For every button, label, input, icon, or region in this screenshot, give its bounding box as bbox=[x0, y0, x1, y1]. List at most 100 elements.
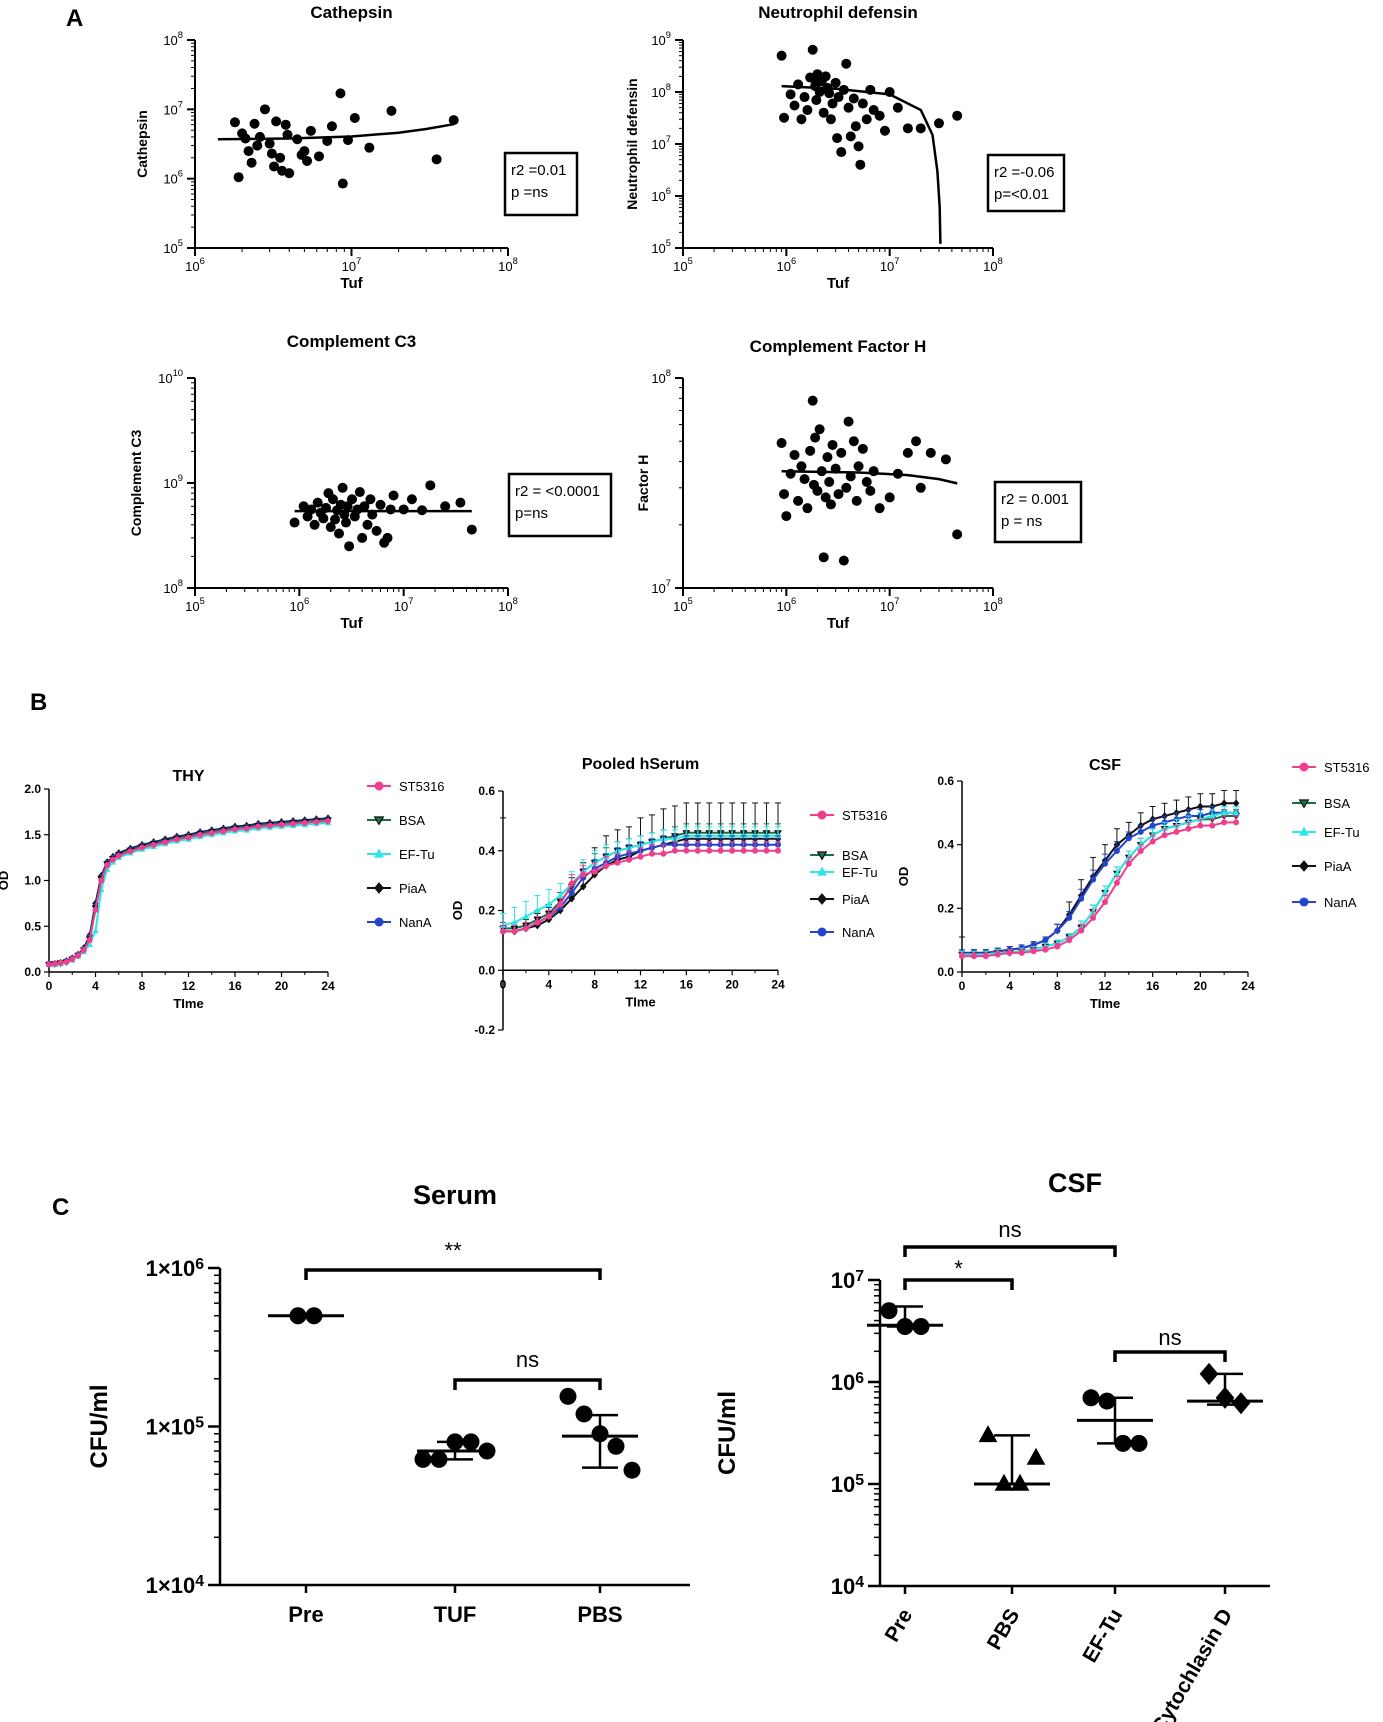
data-point bbox=[1161, 832, 1168, 839]
data-point bbox=[820, 492, 831, 503]
data-point bbox=[1078, 895, 1085, 902]
y-tick-label: 0.6 bbox=[478, 784, 495, 798]
data-point bbox=[853, 141, 864, 152]
data-point bbox=[850, 121, 861, 132]
data-point bbox=[448, 115, 459, 126]
data-point bbox=[337, 482, 348, 493]
bracket-line bbox=[304, 1268, 602, 1280]
data-point bbox=[811, 95, 822, 106]
y-tick-label: 0.0 bbox=[478, 963, 495, 977]
data-point bbox=[337, 178, 348, 189]
significance-label: ns bbox=[516, 1347, 539, 1372]
legend-label: PiaA bbox=[399, 881, 427, 896]
legend-item-BSA: BSA bbox=[1292, 796, 1350, 811]
series-line bbox=[962, 815, 1237, 956]
data-point bbox=[825, 114, 836, 125]
y-tick-label: 1010 bbox=[158, 368, 183, 386]
legend-label: BSA bbox=[1324, 796, 1350, 811]
data-point bbox=[86, 936, 93, 943]
x-axis-label: TIme bbox=[1090, 996, 1120, 1011]
data-point bbox=[838, 555, 849, 566]
data-point bbox=[440, 501, 451, 512]
data-point bbox=[1161, 825, 1168, 832]
legend-item-ST5316: ST5316 bbox=[810, 808, 888, 823]
data-point bbox=[1197, 802, 1204, 811]
data-point bbox=[705, 832, 713, 839]
group-Pre bbox=[867, 1302, 943, 1336]
x-axis-label: Tuf bbox=[827, 275, 850, 292]
data-point bbox=[902, 123, 913, 134]
data-point bbox=[740, 847, 747, 854]
legend-item-PiaA: PiaA bbox=[810, 892, 870, 907]
data-point bbox=[266, 822, 273, 829]
data-point bbox=[820, 71, 831, 82]
y-axis-label: OD bbox=[0, 871, 11, 891]
data-point bbox=[814, 424, 825, 435]
data-point bbox=[982, 953, 989, 960]
data-point bbox=[789, 100, 800, 111]
data-point bbox=[1054, 927, 1061, 934]
data-point bbox=[232, 826, 238, 833]
legend-item-BSA: BSA bbox=[367, 813, 425, 828]
data-point bbox=[1125, 860, 1132, 867]
data-point bbox=[775, 847, 781, 854]
data-point bbox=[1066, 937, 1073, 944]
chart-title: Neutrophil defensin bbox=[758, 3, 918, 22]
legend-marker bbox=[374, 848, 384, 858]
legend-item-EF-Tu: EF-Tu bbox=[367, 847, 435, 862]
x-tick-label: 107 bbox=[394, 596, 414, 614]
x-axis-label: TIme bbox=[625, 994, 655, 1009]
data-point bbox=[1209, 822, 1216, 829]
data-point bbox=[845, 471, 856, 482]
data-point bbox=[1030, 948, 1037, 955]
data-point bbox=[793, 495, 804, 506]
panel-label-b: B bbox=[30, 689, 47, 716]
data-point bbox=[799, 92, 810, 103]
x-tick-label: 106 bbox=[289, 596, 309, 614]
data-point bbox=[375, 499, 386, 510]
data-point bbox=[729, 847, 736, 854]
data-point bbox=[330, 514, 341, 525]
bracket-line bbox=[453, 1378, 602, 1390]
data-point bbox=[603, 862, 610, 869]
legend-label: ST5316 bbox=[1324, 760, 1370, 775]
data-point bbox=[63, 958, 70, 965]
x-tick-label: 24 bbox=[1241, 979, 1255, 993]
data-point bbox=[197, 831, 204, 838]
data-point bbox=[278, 821, 285, 828]
data-point bbox=[874, 503, 885, 514]
data-point bbox=[1173, 821, 1180, 828]
data-point bbox=[249, 118, 260, 129]
x-tick-label: 105 bbox=[673, 256, 693, 274]
data-point bbox=[1082, 1389, 1100, 1407]
data-point bbox=[818, 107, 829, 118]
data-point bbox=[952, 110, 963, 121]
data-point bbox=[1089, 907, 1097, 914]
data-point bbox=[822, 452, 833, 463]
data-point bbox=[1018, 949, 1025, 956]
data-point bbox=[325, 818, 331, 825]
data-point bbox=[139, 844, 145, 851]
legend-label: NanA bbox=[399, 915, 432, 930]
bracket-line bbox=[1113, 1350, 1227, 1362]
stats-r2: r2 = 0.001 bbox=[1001, 491, 1069, 508]
chart-c1: Serum 1×104 1×105 1×106 CFU/ml Pre TUF PBS ** ns bbox=[86, 1180, 690, 1627]
y-tick-label: 0.6 bbox=[937, 774, 954, 788]
data-point bbox=[1098, 1392, 1116, 1410]
data-point bbox=[511, 918, 518, 925]
legend-item-BSA: BSA bbox=[810, 848, 868, 863]
data-point bbox=[1026, 1447, 1046, 1465]
data-point bbox=[1197, 815, 1204, 822]
significance-label: ns bbox=[998, 1217, 1021, 1242]
data-point bbox=[845, 131, 856, 142]
data-point bbox=[382, 532, 393, 543]
x-tick-label: 20 bbox=[725, 977, 739, 991]
significance-bracket: ** bbox=[304, 1238, 602, 1280]
data-point bbox=[833, 92, 844, 103]
data-point bbox=[779, 489, 790, 500]
data-point bbox=[86, 940, 93, 947]
data-point bbox=[362, 519, 373, 530]
data-point bbox=[671, 847, 678, 854]
data-point bbox=[892, 102, 903, 113]
